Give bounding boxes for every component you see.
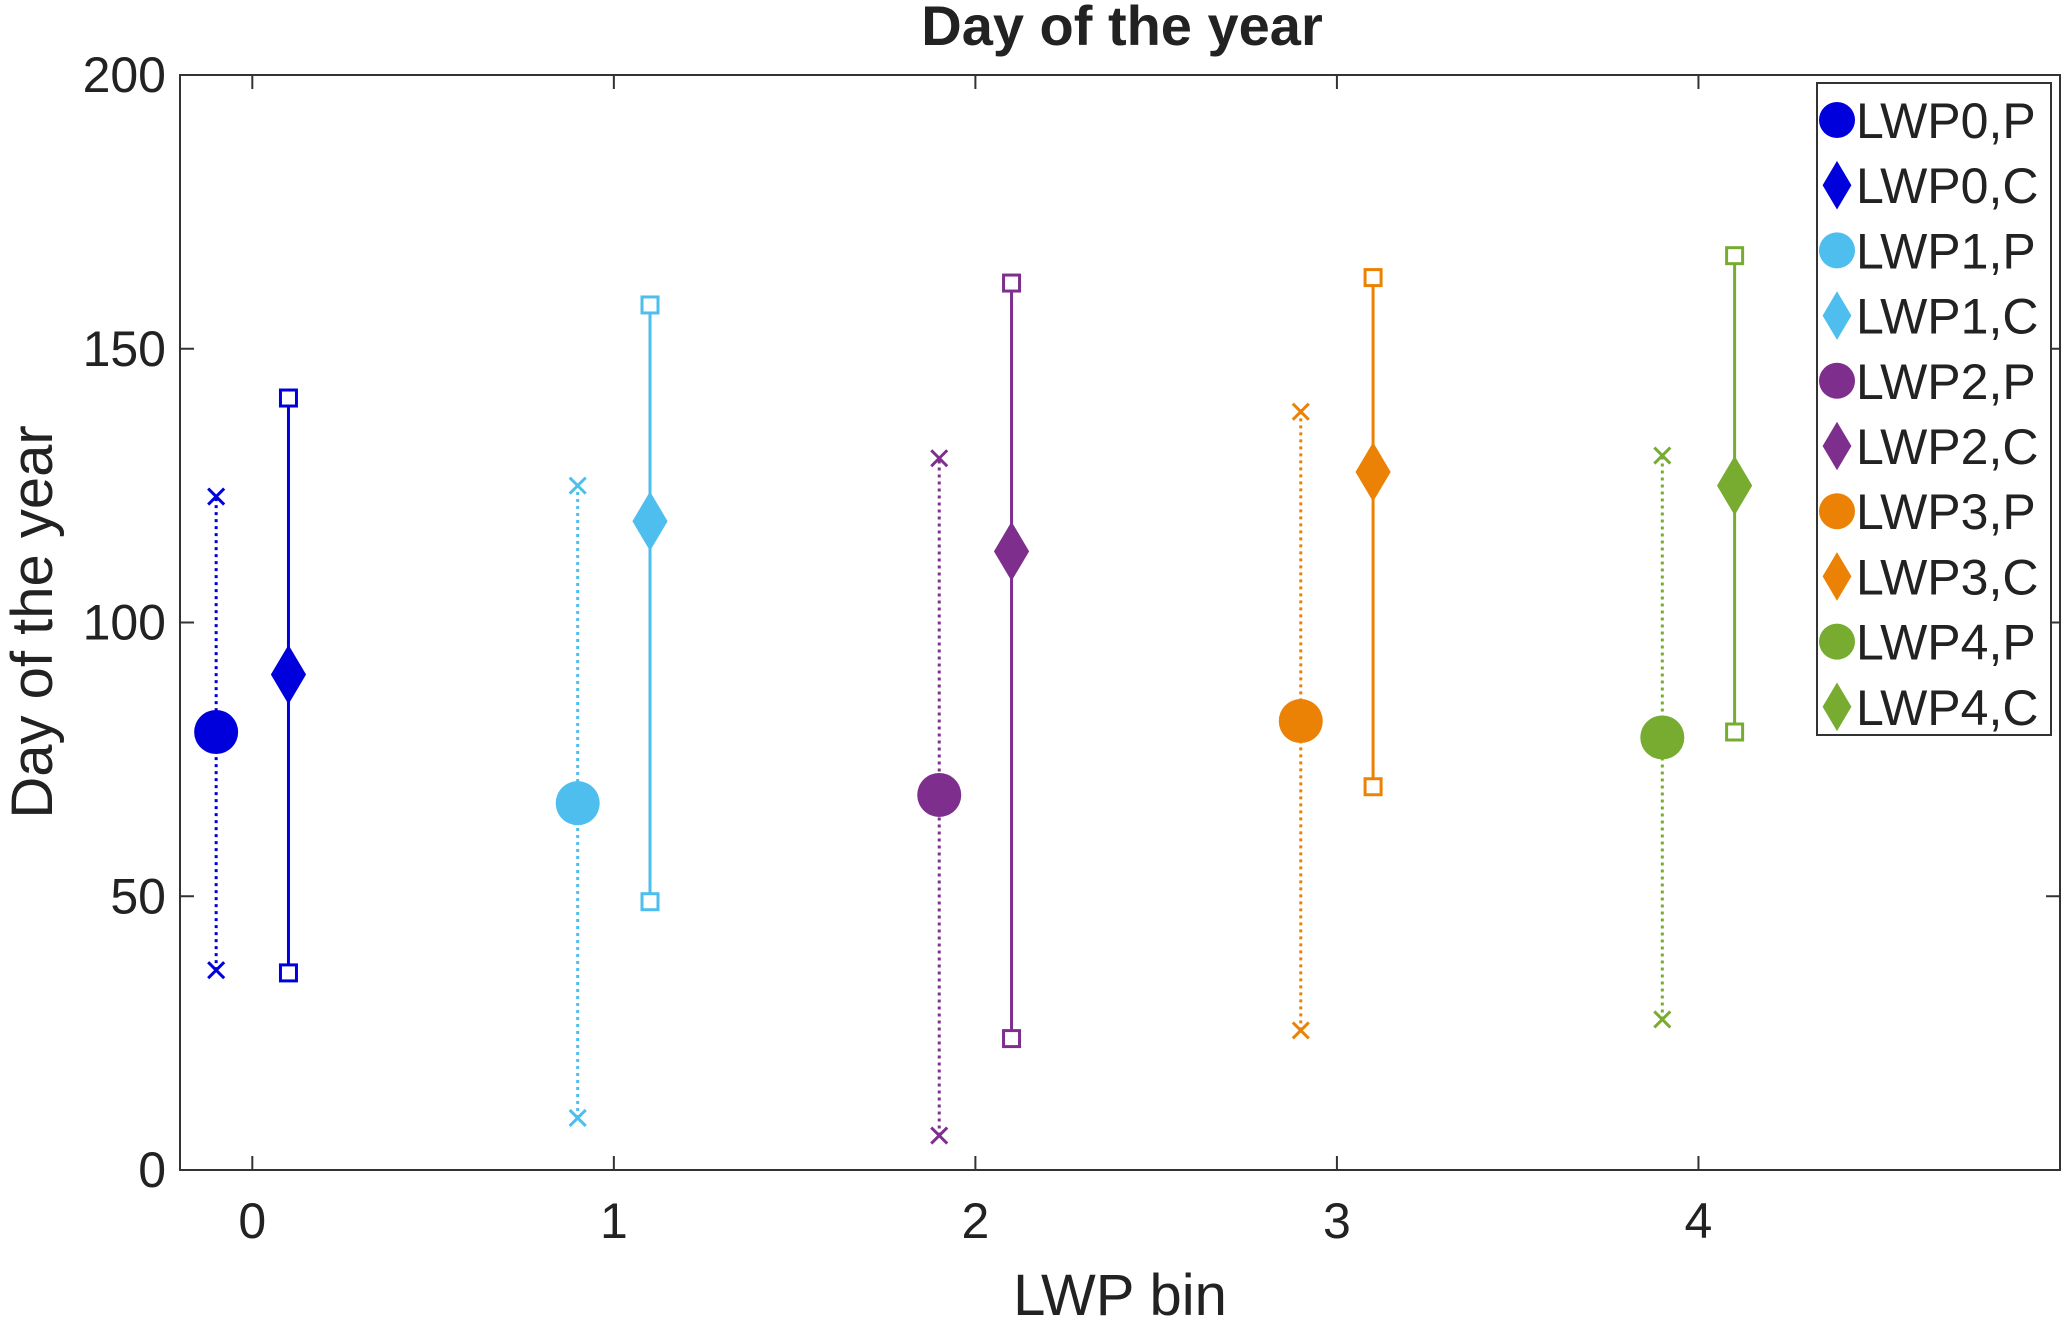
range-min-cap: [1002, 1029, 1022, 1049]
range-min-cap: [930, 1126, 949, 1145]
x-mark: [207, 487, 226, 506]
legend-item: LWP3,C: [1822, 549, 2038, 605]
legend-label: LWP1,C: [1856, 289, 2038, 345]
x-mark: [930, 449, 949, 468]
range-max-cap: [278, 388, 298, 408]
legend-marker: [1822, 291, 1852, 340]
legend: LWP0,P LWP0,C LWP1,P LWP1,C LWP2,P LWP2,C LWP3…: [1816, 82, 2052, 736]
chart-title: Day of the year: [921, 0, 1323, 57]
x-mark: [1653, 1010, 1672, 1029]
legend-marker: [1819, 493, 1855, 530]
data-point: [270, 644, 307, 705]
legend-label: LWP1,P: [1856, 223, 2036, 279]
series-lwp0-p: [194, 487, 239, 980]
range-max-cap: [1363, 268, 1383, 288]
x-mark: [930, 1126, 949, 1145]
data-point: [1717, 455, 1753, 516]
data-point: [1355, 442, 1391, 502]
y-tick-label: 0: [138, 1142, 166, 1198]
series-lwp4-p: [1640, 446, 1685, 1029]
range-min-cap: [207, 961, 226, 980]
legend-item: LWP2,P: [1819, 354, 2036, 410]
data-point: [555, 781, 600, 826]
range-max-cap: [1725, 246, 1745, 266]
x-tick-label: 3: [1323, 1193, 1351, 1249]
series-lwp3-c: [1355, 268, 1391, 797]
series-lwp1-c: [632, 295, 668, 912]
legend-item: LWP0,P: [1819, 93, 2036, 149]
data-point: [917, 772, 962, 817]
legend-label: LWP3,C: [1856, 549, 2038, 605]
data-point: [1278, 699, 1323, 744]
legend-item: LWP1,C: [1822, 289, 2038, 345]
legend-label: LWP2,C: [1856, 419, 2038, 475]
x-tick-label: 4: [1685, 1193, 1713, 1249]
y-tick-label: 50: [110, 868, 166, 924]
range-max-cap: [207, 487, 226, 506]
legend-marker: [1822, 552, 1852, 601]
range-min-cap: [1363, 777, 1383, 797]
legend-item: LWP4,P: [1819, 615, 2036, 671]
legend-marker: [1819, 362, 1855, 399]
x-mark: [1653, 446, 1672, 465]
x-mark: [1291, 402, 1310, 421]
range-max-cap: [930, 449, 949, 468]
y-tick-label: 150: [83, 321, 166, 377]
legend-item: LWP2,C: [1822, 419, 2038, 475]
data-point: [1640, 715, 1685, 760]
range-max-cap: [1653, 446, 1672, 465]
data-point: [993, 521, 1030, 582]
legend-item: LWP0,C: [1822, 158, 2038, 214]
range-min-cap: [1291, 1021, 1310, 1040]
data-point: [632, 491, 668, 551]
range-min-cap: [1725, 722, 1745, 742]
x-tick-label: 2: [961, 1193, 989, 1249]
legend-label: LWP0,C: [1856, 158, 2038, 214]
y-tick-label: 200: [83, 47, 166, 103]
plot-area: [179, 74, 2061, 1171]
legend-box: [1816, 82, 2052, 736]
legend-label: LWP4,P: [1856, 615, 2036, 671]
legend-marker: [1819, 102, 1855, 138]
range-max-cap: [568, 476, 587, 495]
x-mark: [568, 476, 587, 495]
legend-marker: [1822, 421, 1852, 471]
legend-label: LWP0,P: [1856, 93, 2036, 149]
legend-label: LWP4,C: [1856, 680, 2038, 736]
x-tick-label: 1: [600, 1193, 628, 1249]
legend-marker: [1819, 623, 1855, 660]
series-lwp1-p: [555, 476, 600, 1128]
legend-marker: [1822, 160, 1852, 210]
legend-item: LWP1,P: [1819, 223, 2036, 279]
legend-marker: [1822, 682, 1852, 732]
range-max-cap: [1291, 402, 1310, 421]
x-mark: [1291, 1021, 1310, 1040]
y-axis-label: Day of the year: [0, 425, 65, 818]
series-lwp0-c: [270, 388, 307, 983]
series-lwp4-c: [1717, 246, 1753, 742]
legend-item: LWP3,P: [1819, 484, 2036, 540]
data-point: [194, 710, 239, 754]
x-tick-label: 0: [238, 1193, 266, 1249]
legend-label: LWP2,P: [1856, 354, 2036, 410]
x-axis-label: LWP bin: [1013, 1263, 1227, 1328]
range-max-cap: [1002, 273, 1022, 293]
range-min-cap: [278, 963, 298, 983]
legend-marker: [1819, 232, 1855, 269]
range-min-cap: [640, 892, 660, 912]
x-mark: [568, 1108, 587, 1128]
range-min-cap: [1653, 1010, 1672, 1029]
range-min-cap: [568, 1108, 587, 1128]
series-lwp2-p: [917, 449, 962, 1145]
x-mark: [207, 961, 226, 980]
legend-label: LWP3,P: [1856, 484, 2036, 540]
series-lwp3-p: [1278, 402, 1323, 1040]
range-max-cap: [640, 295, 660, 315]
y-tick-label: 100: [83, 595, 166, 651]
legend-item: LWP4,C: [1822, 680, 2038, 736]
series-lwp2-c: [993, 273, 1030, 1049]
